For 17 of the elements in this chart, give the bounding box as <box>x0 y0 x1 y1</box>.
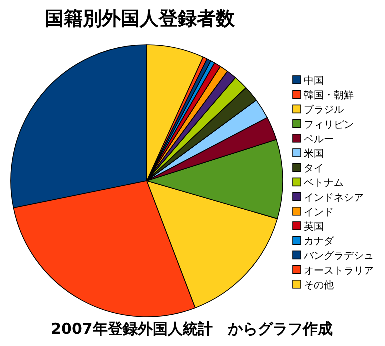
legend-label: その他 <box>304 279 334 292</box>
legend-label: カナダ <box>304 236 335 248</box>
text: 2007年登録外国人統計 からグラフ作成 <box>51 320 333 338</box>
legend-label: ブラジル <box>304 104 344 116</box>
legend-label: フィリピン <box>304 120 354 131</box>
chart-title: 国籍別外国人登録者数 <box>45 8 236 30</box>
legend-label: オーストラリア <box>304 266 374 277</box>
legend-label: 英国 <box>304 221 324 233</box>
legend-label: インドネシア <box>304 192 364 204</box>
legend-label: インド <box>304 207 334 218</box>
legend-label: 韓国・朝鮮 <box>304 90 354 102</box>
legend-label: 中国 <box>304 75 324 87</box>
legend-label: 米国 <box>304 148 324 160</box>
legend-label: タイ <box>304 164 324 175</box>
legend-label: ペルー <box>304 134 334 146</box>
legend-label: バングラデシュ <box>303 251 374 262</box>
legend-label: ベトナム <box>304 178 344 190</box>
